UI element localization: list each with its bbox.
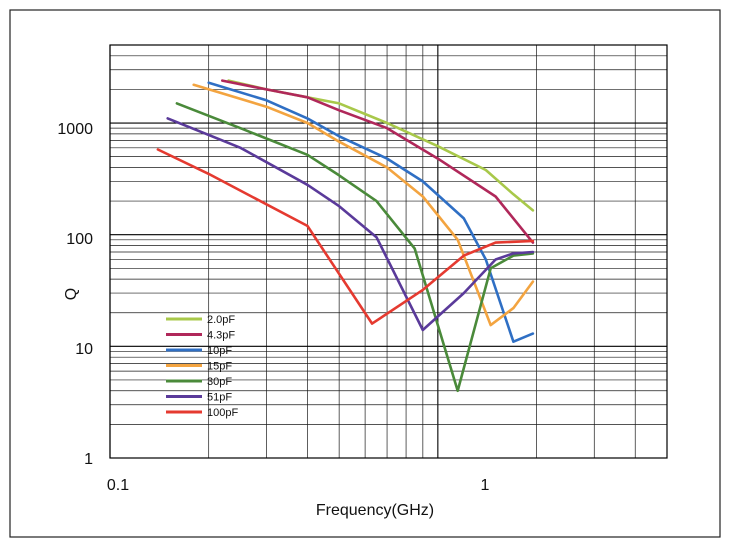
series-line-4-3pf <box>221 79 535 244</box>
x-tick-label-0.1: 0.1 <box>107 477 129 494</box>
y-tick-label-1: 1 <box>84 451 93 468</box>
series-lines <box>156 79 535 393</box>
x-axis-title: Frequency(GHz) <box>316 502 434 519</box>
x-tick-label-1: 1 <box>481 477 490 494</box>
plot-area-border <box>109 44 668 459</box>
legend-label-10pf: 10pF <box>207 345 232 357</box>
y-axis-title: Q <box>63 288 80 300</box>
y-tick-label-1000: 1000 <box>57 121 93 138</box>
series-line-10pf <box>207 81 535 344</box>
legend-label-15pf: 15pF <box>207 361 232 373</box>
legend-label-2-0pf: 2.0pF <box>207 314 235 326</box>
y-tick-label-10: 10 <box>75 341 93 358</box>
plot-grid <box>109 44 668 459</box>
legend-label-30pf: 30pF <box>207 376 232 388</box>
legend-label-4-3pf: 4.3pF <box>207 330 235 342</box>
series-line-100pf <box>156 148 535 325</box>
series-line-30pf <box>175 102 535 393</box>
y-tick-label-100: 100 <box>66 231 93 248</box>
legend-label-51pf: 51pF <box>207 392 232 404</box>
series-line-15pf <box>192 83 535 327</box>
legend-label-100pf: 100pF <box>207 407 238 419</box>
series-line-51pf <box>166 117 535 332</box>
legend: 2.0pF 4.3pF 10pF 15pF 30pF 51pF 100pF <box>166 314 238 419</box>
